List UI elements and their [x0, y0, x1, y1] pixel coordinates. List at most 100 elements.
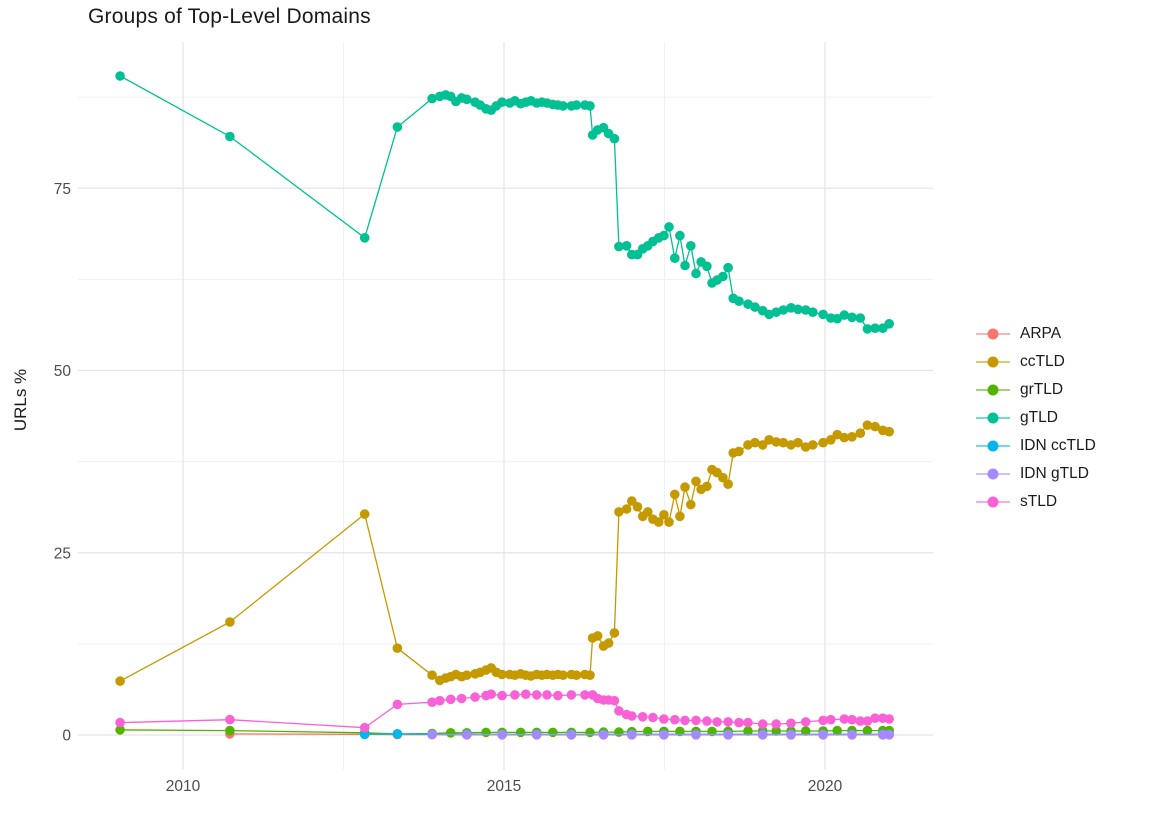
- legend-key-icon: [976, 467, 1010, 481]
- data-point: [750, 302, 760, 312]
- data-point: [497, 669, 507, 680]
- data-point: [670, 253, 680, 263]
- data-point: [664, 517, 674, 527]
- data-point: [225, 131, 235, 142]
- data-point: [670, 714, 680, 725]
- data-point: [598, 729, 609, 740]
- data-point: [680, 260, 690, 271]
- data-point: [839, 714, 850, 724]
- legend-label: ccTLD: [1020, 353, 1065, 370]
- series-gtld: [115, 71, 894, 334]
- data-point: [580, 690, 590, 700]
- data-point: [750, 437, 760, 448]
- legend-key-dot: [987, 384, 999, 396]
- legend-item-idn-cctld: IDN ccTLD: [976, 432, 1096, 460]
- data-point: [786, 718, 796, 729]
- data-point: [847, 312, 857, 323]
- data-point: [826, 435, 836, 445]
- data-point: [778, 305, 789, 315]
- data-point: [712, 717, 722, 727]
- data-point: [771, 726, 781, 736]
- data-point: [571, 100, 582, 110]
- data-point: [702, 716, 712, 726]
- data-point: [456, 693, 467, 704]
- data-point: [653, 517, 664, 527]
- data-point: [659, 510, 669, 520]
- data-point: [359, 233, 370, 243]
- data-point: [818, 437, 828, 448]
- legend-key-icon: [976, 355, 1010, 369]
- data-point: [870, 421, 880, 432]
- data-point: [531, 690, 542, 700]
- data-point: [855, 716, 866, 726]
- legend-label: IDN gTLD: [1020, 465, 1089, 482]
- data-point: [691, 729, 701, 740]
- legend-label: gTLD: [1020, 409, 1058, 426]
- data-point: [627, 711, 637, 721]
- data-point: [614, 507, 624, 517]
- data-point: [427, 729, 437, 740]
- legend-key-dot: [987, 356, 999, 368]
- data-point: [884, 729, 894, 740]
- legend-key-icon: [976, 439, 1010, 453]
- data-point: [675, 230, 685, 241]
- data-point: [862, 716, 873, 726]
- data-point: [771, 437, 781, 447]
- data-point: [757, 719, 768, 729]
- series-stld: [115, 689, 894, 733]
- data-point: [592, 631, 603, 641]
- legend-key-icon: [976, 495, 1010, 509]
- data-point: [558, 670, 568, 680]
- chart-title: Groups of Top-Level Domains: [88, 5, 371, 28]
- data-point: [627, 729, 637, 740]
- data-point: [585, 670, 595, 680]
- data-point: [832, 725, 842, 736]
- legend-label: IDN ccTLD: [1020, 437, 1096, 454]
- data-point: [497, 729, 507, 740]
- data-point: [664, 222, 674, 232]
- x-tick-label: 2010: [166, 778, 201, 795]
- data-point: [614, 727, 624, 737]
- legend-key-dot: [987, 440, 999, 452]
- data-point: [392, 729, 403, 739]
- data-point: [862, 725, 873, 736]
- data-point: [686, 241, 696, 251]
- data-point: [115, 676, 125, 686]
- data-point: [757, 440, 768, 450]
- legend-label: grTLD: [1020, 381, 1064, 398]
- legend-item-stld: sTLD: [976, 488, 1096, 516]
- data-point: [497, 97, 507, 107]
- data-point: [855, 428, 866, 439]
- data-point: [847, 432, 857, 442]
- x-tick-label: 2020: [808, 778, 843, 795]
- data-point: [225, 617, 235, 627]
- legend-key-icon: [976, 327, 1010, 341]
- data-point: [392, 699, 403, 710]
- data-point: [659, 729, 669, 740]
- data-point: [757, 729, 768, 740]
- data-point: [680, 482, 690, 492]
- data-point: [621, 241, 632, 251]
- data-point: [542, 690, 552, 700]
- legend-key-icon: [976, 411, 1010, 425]
- data-point: [225, 725, 235, 736]
- data-point: [702, 261, 712, 272]
- data-point: [808, 440, 818, 450]
- data-point: [718, 472, 728, 483]
- data-point: [734, 717, 744, 728]
- data-point: [462, 94, 472, 105]
- data-point: [609, 695, 620, 706]
- data-point: [462, 670, 472, 680]
- data-point: [847, 714, 857, 725]
- y-tick-label: 50: [54, 363, 72, 380]
- legend-key-icon: [976, 383, 1010, 397]
- data-point: [548, 727, 558, 738]
- legend-item-cctld: ccTLD: [976, 348, 1096, 376]
- data-point: [818, 309, 828, 320]
- data-point: [771, 719, 781, 729]
- data-point: [585, 727, 595, 738]
- data-point: [793, 437, 803, 448]
- x-tick-label: 2015: [487, 778, 521, 795]
